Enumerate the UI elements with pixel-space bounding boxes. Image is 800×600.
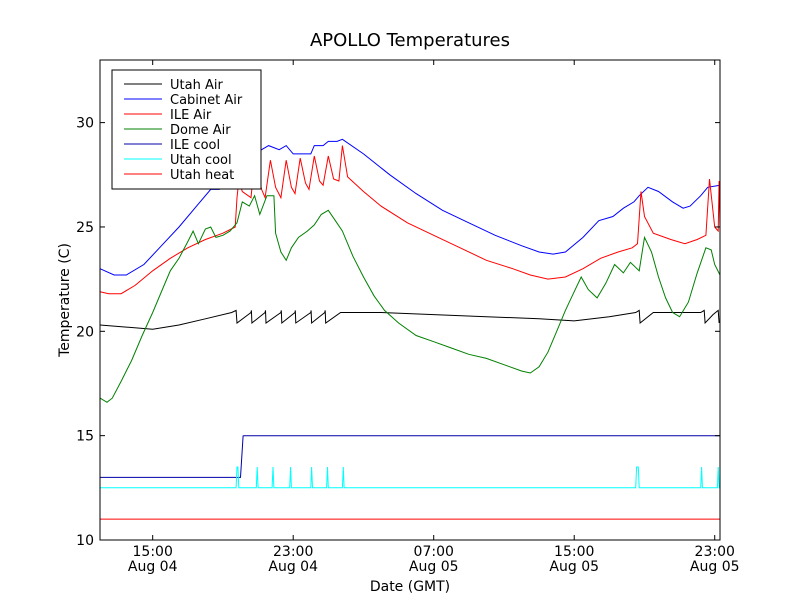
y-tick-label: 25 <box>76 220 94 236</box>
legend-label-utah-heat: Utah heat <box>170 168 234 183</box>
series-line-utah-air <box>99 309 720 330</box>
x-tick-date-label: Aug 05 <box>549 559 599 575</box>
y-tick-label: 30 <box>76 116 94 132</box>
series-line-ile-cool <box>100 435 720 478</box>
series-line-ile-air <box>99 145 721 295</box>
series-line-dome-air <box>99 194 721 403</box>
x-tick-time-label: 07:00 <box>414 544 454 560</box>
series-line-utah-cool <box>100 466 720 489</box>
legend-label-utah-cool: Utah cool <box>170 153 232 168</box>
legend-label-cabinet-air: Cabinet Air <box>170 93 243 108</box>
y-tick-label: 20 <box>76 324 94 340</box>
x-tick-time-label: 23:00 <box>695 544 735 560</box>
legend-label-utah-air: Utah Air <box>170 78 223 93</box>
x-tick-date-label: Aug 05 <box>690 559 740 575</box>
x-tick-time-label: 23:00 <box>273 544 313 560</box>
x-tick-date-label: Aug 04 <box>128 559 178 575</box>
chart-title: APOLLO Temperatures <box>310 30 510 51</box>
x-axis-label: Date (GMT) <box>370 579 450 595</box>
y-tick-label: 15 <box>76 429 94 445</box>
x-tick-time-label: 15:00 <box>133 544 173 560</box>
y-tick-label: 10 <box>76 533 94 549</box>
x-tick-date-label: Aug 04 <box>268 559 318 575</box>
y-axis: 10 15 20 25 30 <box>76 116 720 549</box>
y-axis-label: Temperature (C) <box>57 243 73 358</box>
plot-frame <box>99 59 721 541</box>
legend-label-ile-air: ILE Air <box>170 108 212 123</box>
x-tick-date-label: Aug 05 <box>409 559 459 575</box>
x-tick-time-label: 15:00 <box>554 544 594 560</box>
legend-label-dome-air: Dome Air <box>170 123 231 138</box>
legend-label-ile-cool: ILE cool <box>170 138 220 153</box>
